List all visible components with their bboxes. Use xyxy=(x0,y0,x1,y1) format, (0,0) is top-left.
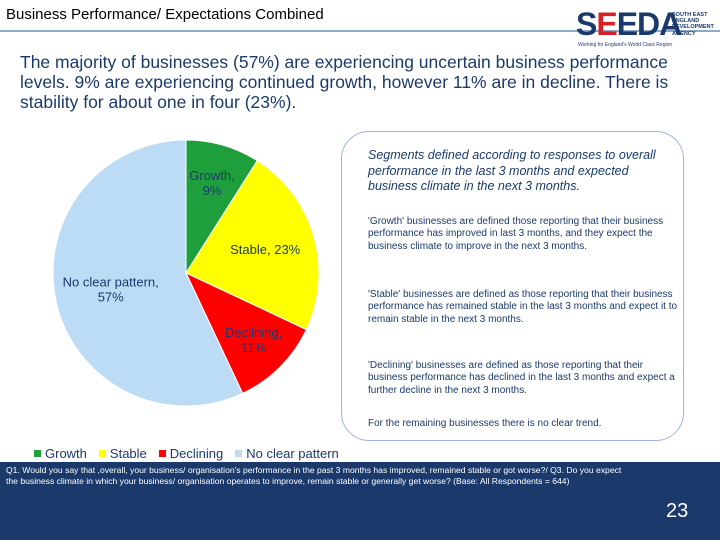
slide-title: Business Performance/ Expectations Combi… xyxy=(6,6,324,23)
footer-bar: Q1. Would you say that ,overall, your bu… xyxy=(0,462,720,540)
pie-chart: Growth, 9% Stable, 23% Declining, 11% No clea… xyxy=(52,139,320,407)
chart-legend: Growth Stable Declining No clear pattern xyxy=(34,444,351,462)
page-number: 23 xyxy=(666,500,689,522)
logo-tagline: Working for England's World Class Region xyxy=(578,42,673,48)
stable-definition: 'Stable' businesses are defined as those… xyxy=(368,289,678,325)
logo-agency-name: SOUTH EAST ENGLAND DEVELOPMENT AGENCY xyxy=(672,12,714,37)
survey-question-note: Q1. Would you say that ,overall, your bu… xyxy=(6,465,622,486)
pie-slice-no-clear-pattern xyxy=(52,139,244,407)
slice-label-declining: Declining, 11% xyxy=(225,325,282,355)
seeda-logo: SEEDA Working for England's World Class … xyxy=(576,6,716,52)
slice-label-stable: Stable, 23% xyxy=(230,242,301,257)
segment-definitions-callout: Segments defined according to responses … xyxy=(341,131,684,441)
growth-definition: 'Growth' businesses are defined those re… xyxy=(368,216,664,252)
legend-item-no-clear-pattern: No clear pattern xyxy=(235,446,339,461)
intro-summary: The majority of businesses (57%) are exp… xyxy=(20,52,669,112)
legend-item-stable: Stable xyxy=(98,446,147,461)
legend-item-declining: Declining xyxy=(158,446,223,461)
logo-wordmark: SEEDA xyxy=(576,6,682,42)
legend-item-growth: Growth xyxy=(34,446,87,461)
slice-label-growth: Growth, 9% xyxy=(189,168,235,198)
legend-swatch xyxy=(235,449,243,457)
legend-swatch xyxy=(158,449,166,457)
legend-swatch xyxy=(98,449,106,457)
callout-heading: Segments defined according to responses … xyxy=(368,148,656,193)
header-divider xyxy=(0,30,720,32)
pie-slice-stable xyxy=(185,160,320,331)
legend-swatch xyxy=(34,449,41,457)
remaining-definition: For the remaining businesses there is no… xyxy=(368,418,602,429)
declining-definition: 'Declining' businesses are defined as th… xyxy=(368,360,675,396)
pie-slice-declining xyxy=(184,271,308,395)
slice-label-no-clear-pattern: No clear pattern, 57% xyxy=(63,274,159,304)
